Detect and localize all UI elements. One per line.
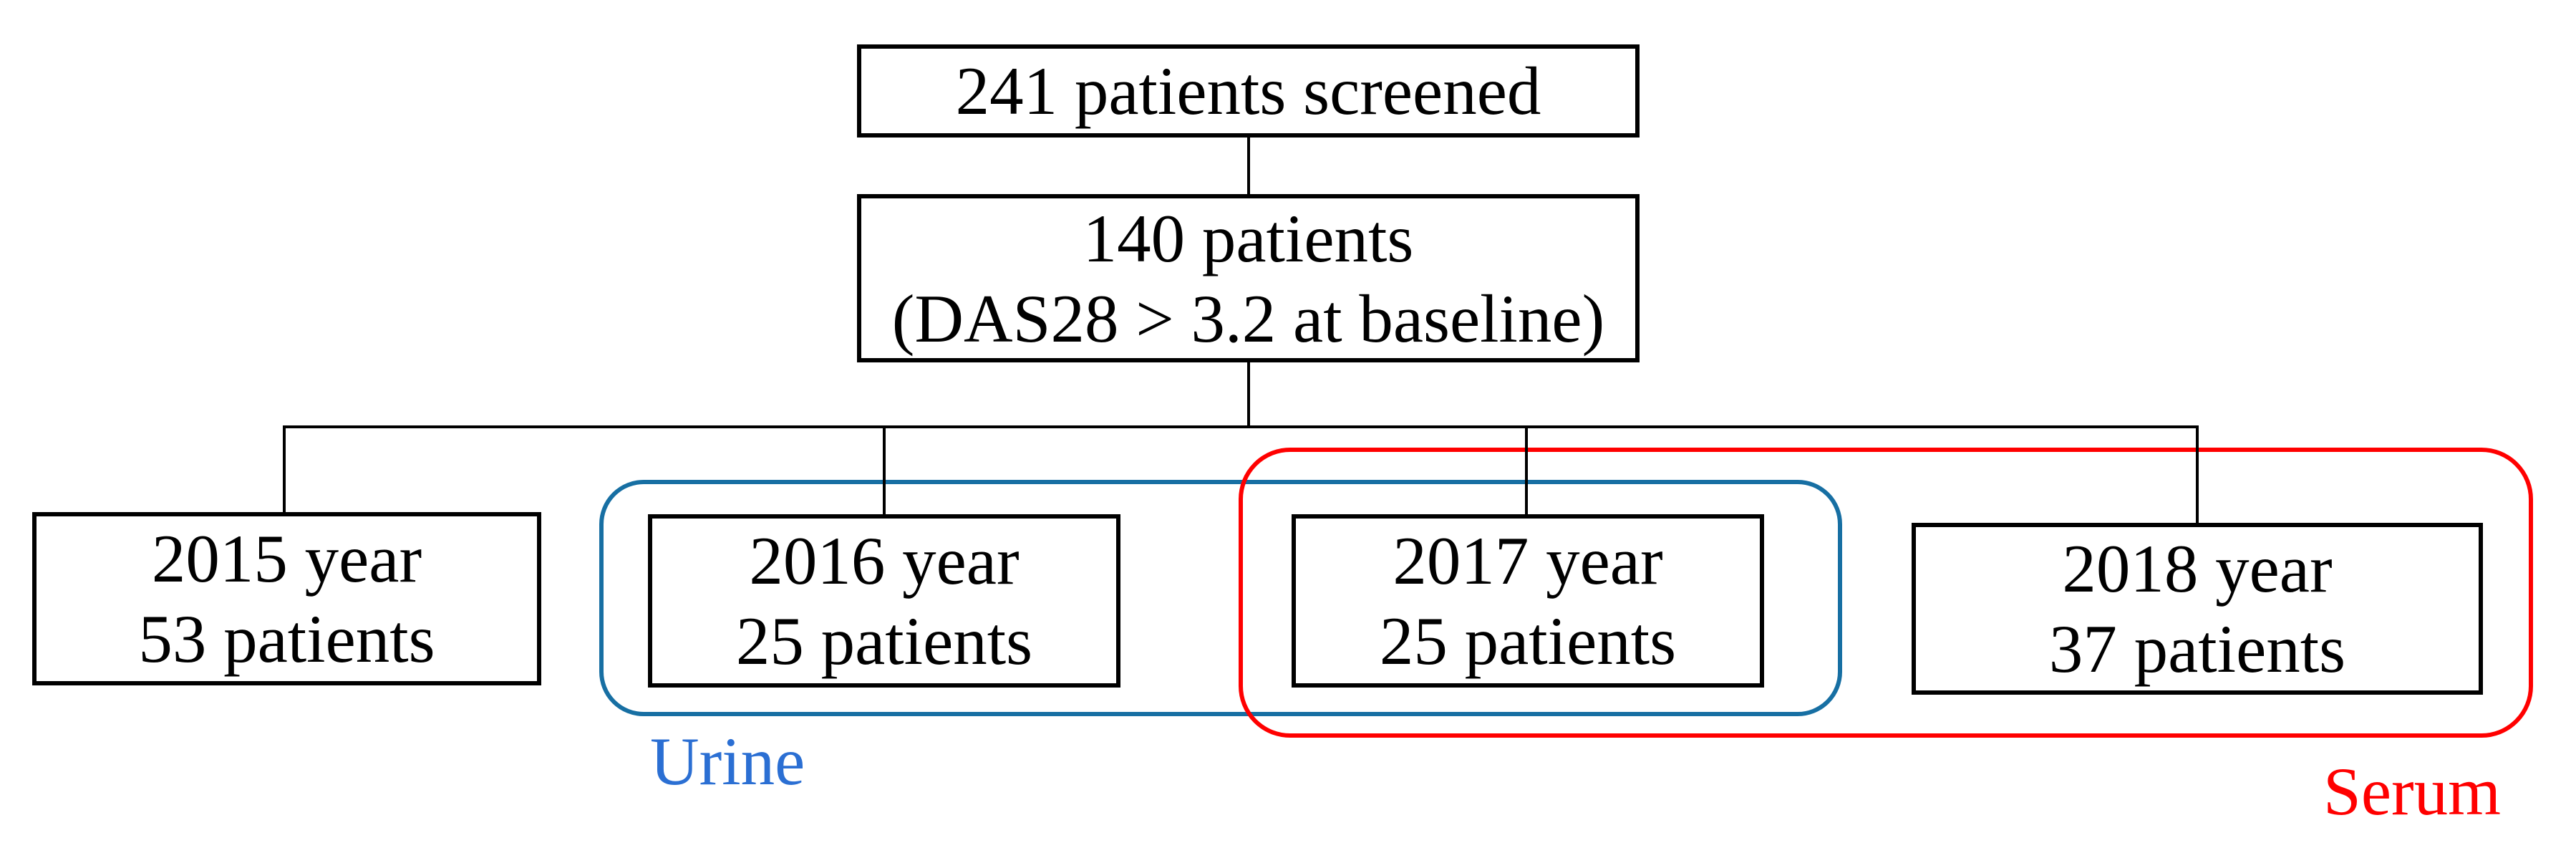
node-140-baseline-line1: 140 patients [1083,200,1414,276]
connector-drop-2017 [1525,425,1528,514]
node-2016-line1: 2016 year [749,523,1020,599]
node-2015-line1: 2015 year [151,521,422,597]
urine-label: Urine [650,723,805,799]
connector-baseline-to-branch [1247,362,1250,427]
node-2018-line2: 37 patients [2048,611,2346,687]
connector-drop-2018 [2196,425,2199,523]
connector-branch-line [283,425,2199,428]
node-2015-line2: 53 patients [138,601,435,677]
node-2017: 2017 year 25 patients [1292,514,1764,688]
node-140-baseline: 140 patients (DAS28 > 3.2 at baseline) [857,194,1640,362]
node-2018-line1: 2018 year [2062,531,2333,607]
node-2018: 2018 year 37 patients [1912,523,2483,695]
connector-drop-2015 [283,425,286,512]
node-2017-line2: 25 patients [1379,603,1677,679]
node-2015: 2015 year 53 patients [32,512,541,685]
serum-group-outline [1239,448,2533,738]
node-140-baseline-line2: (DAS28 > 3.2 at baseline) [891,280,1605,357]
urine-group-outline [599,480,1842,716]
node-241-screened: 241 patients screened [857,44,1640,138]
node-2016-line2: 25 patients [735,603,1033,679]
node-2017-line1: 2017 year [1393,523,1663,599]
connector-screened-to-baseline [1247,138,1250,194]
node-241-screened-text: 241 patients screened [955,53,1541,129]
serum-label: Serum [2323,753,2502,829]
node-2016: 2016 year 25 patients [648,514,1120,688]
connector-drop-2016 [883,425,886,514]
